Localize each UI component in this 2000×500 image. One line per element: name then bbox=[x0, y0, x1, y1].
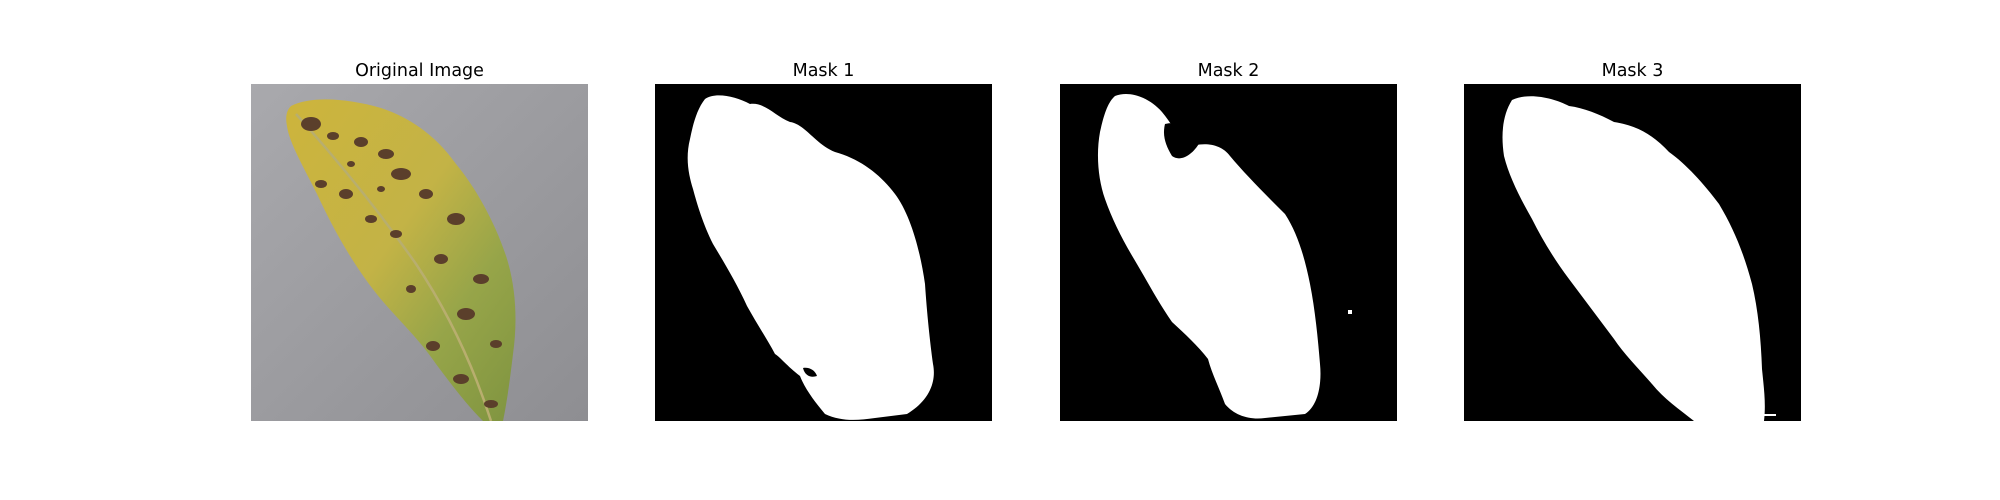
mask-1 bbox=[655, 84, 992, 421]
panel-title: Original Image bbox=[355, 61, 484, 81]
mask-hole bbox=[1163, 123, 1200, 159]
mask-region bbox=[687, 95, 934, 420]
mask-3 bbox=[1464, 84, 1801, 421]
panel-title: Mask 3 bbox=[1601, 61, 1664, 81]
panel-title: Mask 2 bbox=[1197, 61, 1260, 81]
panel-title: Mask 1 bbox=[792, 61, 855, 81]
mask-region bbox=[1097, 93, 1321, 419]
mask-2-image bbox=[1060, 84, 1397, 421]
leaf-spots bbox=[301, 117, 502, 408]
leaf-photo bbox=[251, 84, 588, 421]
mask-notch bbox=[803, 367, 817, 377]
original-image bbox=[251, 84, 588, 421]
mask-speck bbox=[1348, 310, 1352, 314]
mask-3-image bbox=[1464, 84, 1801, 421]
mask-1-image bbox=[655, 84, 992, 421]
leaf-midrib bbox=[295, 113, 493, 421]
mask-speck bbox=[1746, 414, 1758, 416]
mask-2 bbox=[1060, 84, 1397, 421]
mask-region bbox=[1502, 96, 1765, 421]
mask-speck bbox=[1764, 414, 1776, 416]
mask-speck bbox=[1260, 216, 1266, 220]
